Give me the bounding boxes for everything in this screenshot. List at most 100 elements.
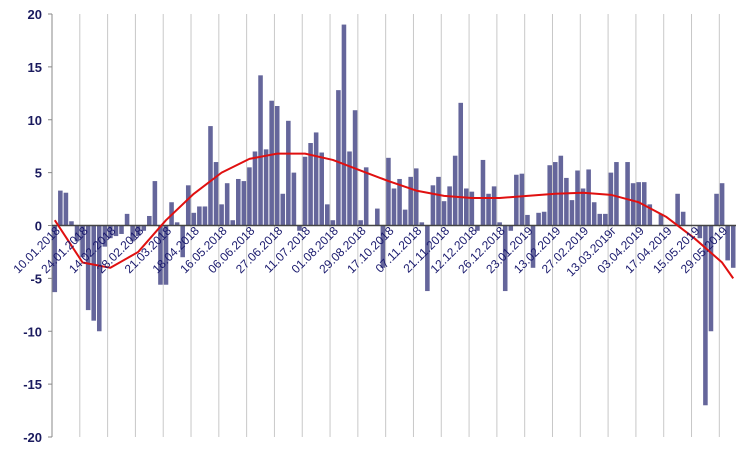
bar xyxy=(96,225,102,332)
bar xyxy=(280,193,286,226)
bar xyxy=(74,225,80,242)
bar xyxy=(597,213,603,226)
bar xyxy=(441,201,447,226)
bar xyxy=(636,182,641,226)
bar xyxy=(608,172,614,226)
bar xyxy=(675,193,680,226)
bar xyxy=(408,176,413,226)
bar xyxy=(486,193,491,226)
bar xyxy=(625,162,630,226)
y-tick-label: -10 xyxy=(23,324,42,339)
bar xyxy=(436,176,441,226)
bar xyxy=(514,174,519,226)
bar xyxy=(358,220,363,226)
bar xyxy=(219,204,224,226)
bar xyxy=(380,225,386,268)
bar xyxy=(258,75,263,226)
bar xyxy=(591,202,597,226)
bar xyxy=(135,225,141,237)
bar xyxy=(324,204,330,226)
bar xyxy=(703,225,708,406)
bar xyxy=(614,162,619,226)
bar xyxy=(113,225,119,237)
bar xyxy=(475,225,480,231)
bar xyxy=(719,183,725,226)
bar xyxy=(247,167,252,226)
bar xyxy=(147,215,152,226)
bar xyxy=(714,193,719,226)
y-tick-label: 0 xyxy=(35,219,42,234)
bar xyxy=(202,206,208,226)
bar xyxy=(152,181,158,226)
bar xyxy=(452,155,458,226)
bar xyxy=(630,183,636,226)
bar xyxy=(647,204,653,226)
bar xyxy=(413,168,419,226)
bar xyxy=(330,220,336,226)
bar xyxy=(91,225,96,321)
bar xyxy=(80,225,85,258)
y-tick-label: -5 xyxy=(30,271,42,286)
bar xyxy=(302,156,308,226)
bar xyxy=(263,149,269,226)
bar xyxy=(730,225,736,268)
bar xyxy=(141,225,147,231)
bar xyxy=(163,225,169,285)
bar xyxy=(274,106,280,226)
bar xyxy=(363,167,369,226)
bar xyxy=(725,225,730,261)
bar xyxy=(480,159,486,226)
bar xyxy=(641,182,647,226)
bar xyxy=(124,213,130,226)
bar xyxy=(297,225,302,231)
bar xyxy=(252,151,258,226)
bar xyxy=(502,225,508,292)
bar xyxy=(530,225,536,268)
y-tick-label: 15 xyxy=(28,60,42,75)
bar xyxy=(508,225,514,231)
bar xyxy=(230,220,236,226)
bar xyxy=(224,183,230,226)
bar xyxy=(586,169,591,226)
bar xyxy=(430,185,436,226)
bar xyxy=(525,214,530,226)
bar xyxy=(564,177,569,226)
bar xyxy=(85,225,91,311)
bar xyxy=(336,90,341,226)
bar xyxy=(569,200,575,226)
bar xyxy=(341,24,347,226)
bar xyxy=(286,120,291,226)
bar xyxy=(308,143,313,226)
bar xyxy=(541,211,547,226)
bar xyxy=(191,212,197,226)
bar xyxy=(241,181,247,226)
y-tick-label: 20 xyxy=(28,7,42,22)
bar xyxy=(558,155,564,226)
bar xyxy=(102,225,108,247)
bar xyxy=(519,173,525,226)
bar xyxy=(497,222,502,226)
bar xyxy=(425,225,430,292)
bar xyxy=(174,222,180,226)
bar xyxy=(213,162,219,226)
bar xyxy=(575,170,580,226)
bar xyxy=(119,225,124,234)
bar xyxy=(469,191,475,226)
bar xyxy=(319,152,324,226)
y-tick-label: -15 xyxy=(23,377,42,392)
bar xyxy=(397,178,402,226)
trend-line xyxy=(53,152,735,279)
bar xyxy=(347,151,352,226)
bar xyxy=(547,165,552,226)
bar xyxy=(375,208,380,226)
bar xyxy=(108,225,113,239)
bar xyxy=(464,188,469,226)
bar xyxy=(680,211,686,226)
bar xyxy=(180,225,185,258)
bar xyxy=(603,213,608,226)
bar xyxy=(291,172,297,226)
y-tick-label: 5 xyxy=(35,166,42,181)
bar xyxy=(447,186,452,226)
bar xyxy=(208,126,213,226)
